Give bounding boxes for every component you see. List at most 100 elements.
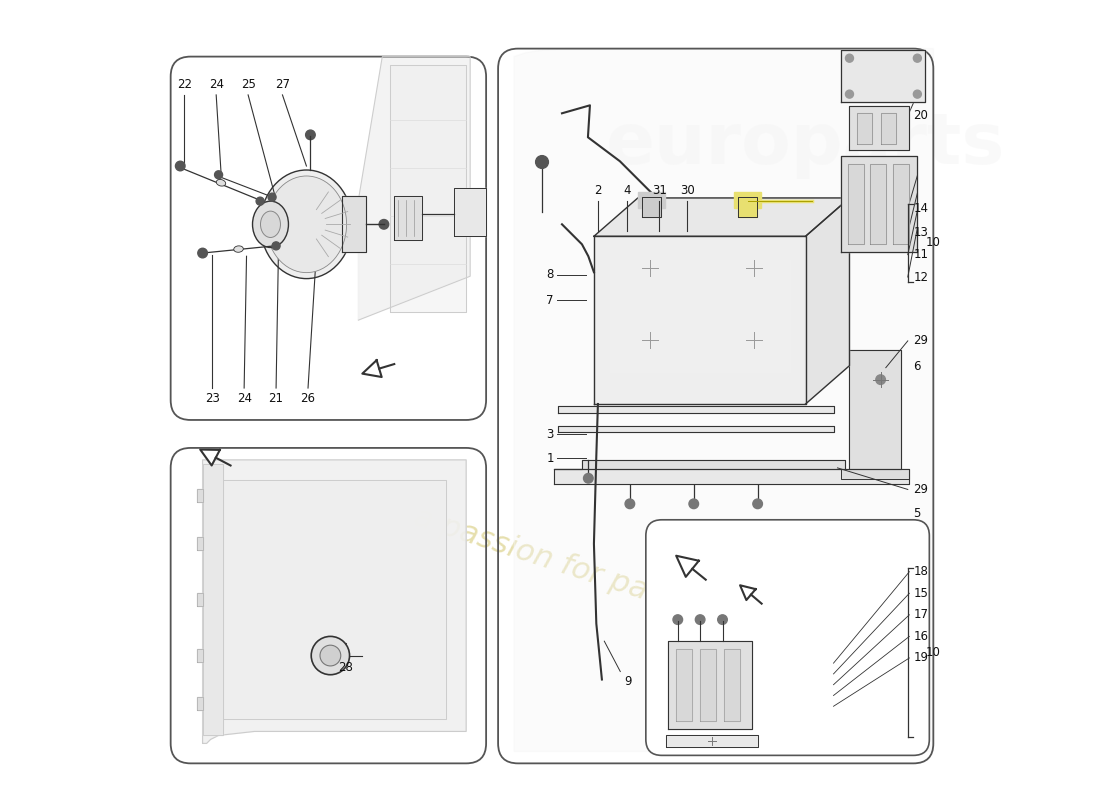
Polygon shape bbox=[892, 165, 909, 244]
Polygon shape bbox=[842, 470, 910, 479]
Circle shape bbox=[379, 219, 388, 229]
Ellipse shape bbox=[217, 179, 226, 186]
Polygon shape bbox=[342, 196, 366, 252]
Ellipse shape bbox=[261, 170, 353, 278]
Polygon shape bbox=[724, 649, 740, 721]
Polygon shape bbox=[558, 426, 834, 432]
Text: europarts: europarts bbox=[606, 110, 1005, 179]
Polygon shape bbox=[197, 490, 202, 502]
Polygon shape bbox=[554, 470, 910, 484]
Text: 7: 7 bbox=[547, 294, 554, 306]
FancyBboxPatch shape bbox=[646, 520, 930, 755]
Circle shape bbox=[198, 248, 208, 258]
Text: 4: 4 bbox=[624, 184, 631, 198]
Circle shape bbox=[695, 615, 705, 625]
Polygon shape bbox=[609, 260, 790, 372]
Circle shape bbox=[214, 170, 222, 178]
Polygon shape bbox=[359, 57, 470, 320]
Text: 30: 30 bbox=[680, 184, 695, 198]
Ellipse shape bbox=[253, 201, 288, 247]
Polygon shape bbox=[805, 198, 849, 404]
Polygon shape bbox=[700, 649, 716, 721]
Polygon shape bbox=[594, 198, 849, 236]
Circle shape bbox=[673, 615, 683, 625]
Ellipse shape bbox=[261, 211, 280, 238]
Text: 2: 2 bbox=[594, 184, 602, 198]
Circle shape bbox=[846, 54, 854, 62]
Circle shape bbox=[583, 474, 593, 483]
Polygon shape bbox=[842, 157, 917, 252]
Text: 10: 10 bbox=[925, 646, 940, 659]
Polygon shape bbox=[200, 450, 220, 466]
Text: 17: 17 bbox=[913, 608, 928, 622]
Circle shape bbox=[272, 242, 280, 250]
Polygon shape bbox=[870, 165, 887, 244]
Polygon shape bbox=[222, 480, 447, 719]
Text: 18: 18 bbox=[913, 566, 928, 578]
Polygon shape bbox=[197, 594, 202, 606]
Polygon shape bbox=[676, 556, 698, 577]
Circle shape bbox=[913, 90, 922, 98]
Text: 5: 5 bbox=[913, 507, 921, 520]
Polygon shape bbox=[394, 196, 422, 240]
Circle shape bbox=[320, 645, 341, 666]
Text: 29: 29 bbox=[913, 334, 928, 347]
Polygon shape bbox=[197, 697, 202, 710]
Text: 20: 20 bbox=[913, 109, 928, 122]
Circle shape bbox=[536, 156, 549, 169]
Circle shape bbox=[752, 499, 762, 509]
Text: 25: 25 bbox=[241, 78, 255, 91]
Polygon shape bbox=[558, 406, 834, 413]
Text: 11: 11 bbox=[913, 248, 928, 261]
Polygon shape bbox=[454, 188, 486, 236]
Circle shape bbox=[306, 130, 316, 140]
Polygon shape bbox=[554, 460, 846, 470]
Polygon shape bbox=[666, 735, 758, 747]
Polygon shape bbox=[362, 360, 382, 377]
Polygon shape bbox=[738, 197, 757, 217]
Text: 8: 8 bbox=[547, 268, 554, 281]
Polygon shape bbox=[594, 236, 805, 404]
Circle shape bbox=[846, 90, 854, 98]
Polygon shape bbox=[842, 50, 925, 102]
Circle shape bbox=[876, 375, 886, 385]
Text: 27: 27 bbox=[275, 78, 290, 91]
Polygon shape bbox=[197, 649, 202, 662]
Polygon shape bbox=[197, 538, 202, 550]
Polygon shape bbox=[390, 65, 466, 312]
Text: 6: 6 bbox=[913, 360, 921, 373]
Text: 9: 9 bbox=[625, 674, 632, 688]
Text: 10: 10 bbox=[925, 236, 940, 249]
Ellipse shape bbox=[234, 246, 243, 252]
Polygon shape bbox=[740, 586, 756, 600]
Text: 24: 24 bbox=[209, 78, 223, 91]
Polygon shape bbox=[668, 641, 752, 729]
Text: 31: 31 bbox=[652, 184, 667, 198]
Circle shape bbox=[913, 54, 922, 62]
Polygon shape bbox=[638, 191, 666, 207]
Polygon shape bbox=[848, 165, 864, 244]
Text: 23: 23 bbox=[205, 392, 220, 405]
Circle shape bbox=[311, 636, 350, 674]
Text: 1: 1 bbox=[547, 452, 554, 465]
Text: 12: 12 bbox=[913, 270, 928, 283]
Text: 28: 28 bbox=[339, 661, 353, 674]
Polygon shape bbox=[849, 106, 910, 150]
Circle shape bbox=[268, 193, 276, 201]
Text: 16: 16 bbox=[913, 630, 928, 643]
Polygon shape bbox=[881, 113, 895, 144]
Circle shape bbox=[717, 615, 727, 625]
Polygon shape bbox=[514, 49, 933, 751]
Polygon shape bbox=[202, 460, 466, 743]
Text: a passion for parts: a passion for parts bbox=[410, 502, 690, 618]
Circle shape bbox=[176, 162, 185, 170]
Text: 26: 26 bbox=[300, 392, 316, 405]
Polygon shape bbox=[642, 197, 661, 217]
Polygon shape bbox=[849, 350, 901, 470]
Text: 13: 13 bbox=[913, 226, 928, 238]
Polygon shape bbox=[734, 191, 761, 207]
Ellipse shape bbox=[266, 176, 346, 273]
Circle shape bbox=[689, 499, 698, 509]
Text: 19: 19 bbox=[913, 651, 928, 665]
Text: 22: 22 bbox=[177, 78, 191, 91]
